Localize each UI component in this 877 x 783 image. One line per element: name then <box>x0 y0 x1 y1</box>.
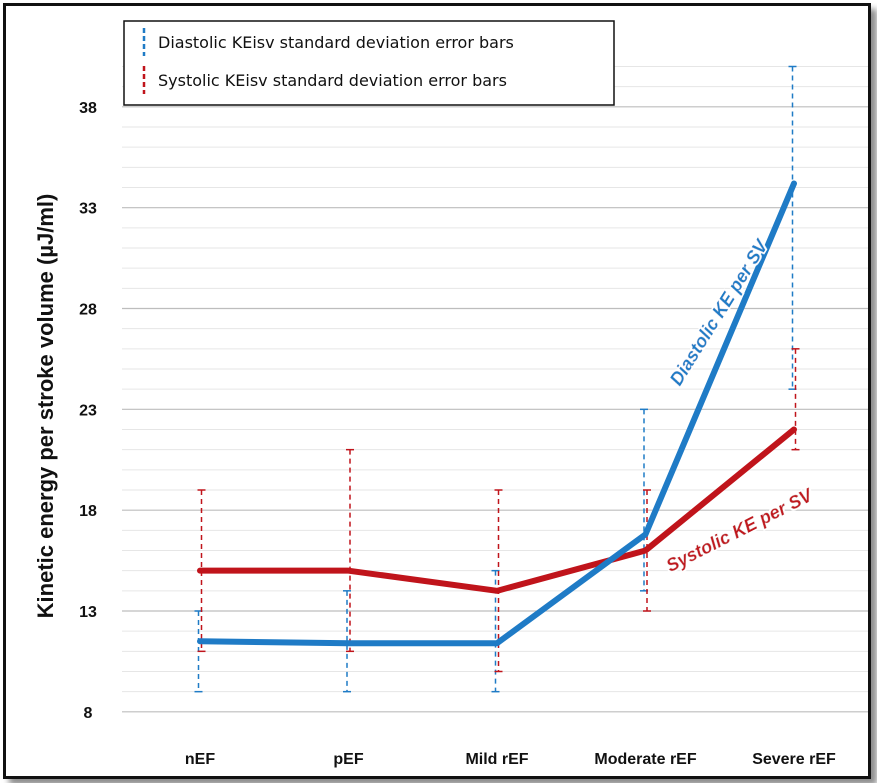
grid-lines <box>122 66 868 713</box>
series-lines <box>197 180 797 647</box>
chart-frame: 8 13 18 23 28 33 38 nEF pEF Mild rEF Moderate rEF… <box>3 3 871 779</box>
y-tick-label: 33 <box>79 201 97 218</box>
diastolic-series-line <box>197 180 797 647</box>
legend: Diastolic KEisv standard deviation error… <box>123 20 615 106</box>
legend-label-diastolic: Diastolic KEisv standard deviation error… <box>158 33 514 52</box>
x-tick-label: Mild rEF <box>465 751 528 768</box>
y-tick-label: 8 <box>84 705 93 722</box>
x-axis-ticks: nEF pEF Mild rEF Moderate rEF Severe rEF <box>185 751 836 768</box>
y-tick-label: 38 <box>79 100 97 117</box>
x-tick-label: nEF <box>185 751 215 768</box>
line-chart: 8 13 18 23 28 33 38 nEF pEF Mild rEF Moderate rEF… <box>33 20 868 768</box>
systolic-series-line <box>197 426 797 594</box>
y-tick-label: 23 <box>79 402 97 419</box>
y-axis-ticks: 8 13 18 23 28 33 38 <box>79 100 97 722</box>
y-tick-label: 13 <box>79 604 97 621</box>
y-tick-label: 28 <box>79 302 97 319</box>
legend-label-systolic: Systolic KEisv standard deviation error … <box>158 71 507 90</box>
error-bars <box>194 65 800 693</box>
y-tick-label: 18 <box>79 503 97 520</box>
legend-box <box>123 20 615 106</box>
x-tick-label: pEF <box>333 751 363 768</box>
x-tick-label: Severe rEF <box>752 751 836 768</box>
x-tick-label: Moderate rEF <box>594 751 696 768</box>
y-axis-label: Kinetic energy per stroke volume (µJ/ml) <box>33 194 58 619</box>
